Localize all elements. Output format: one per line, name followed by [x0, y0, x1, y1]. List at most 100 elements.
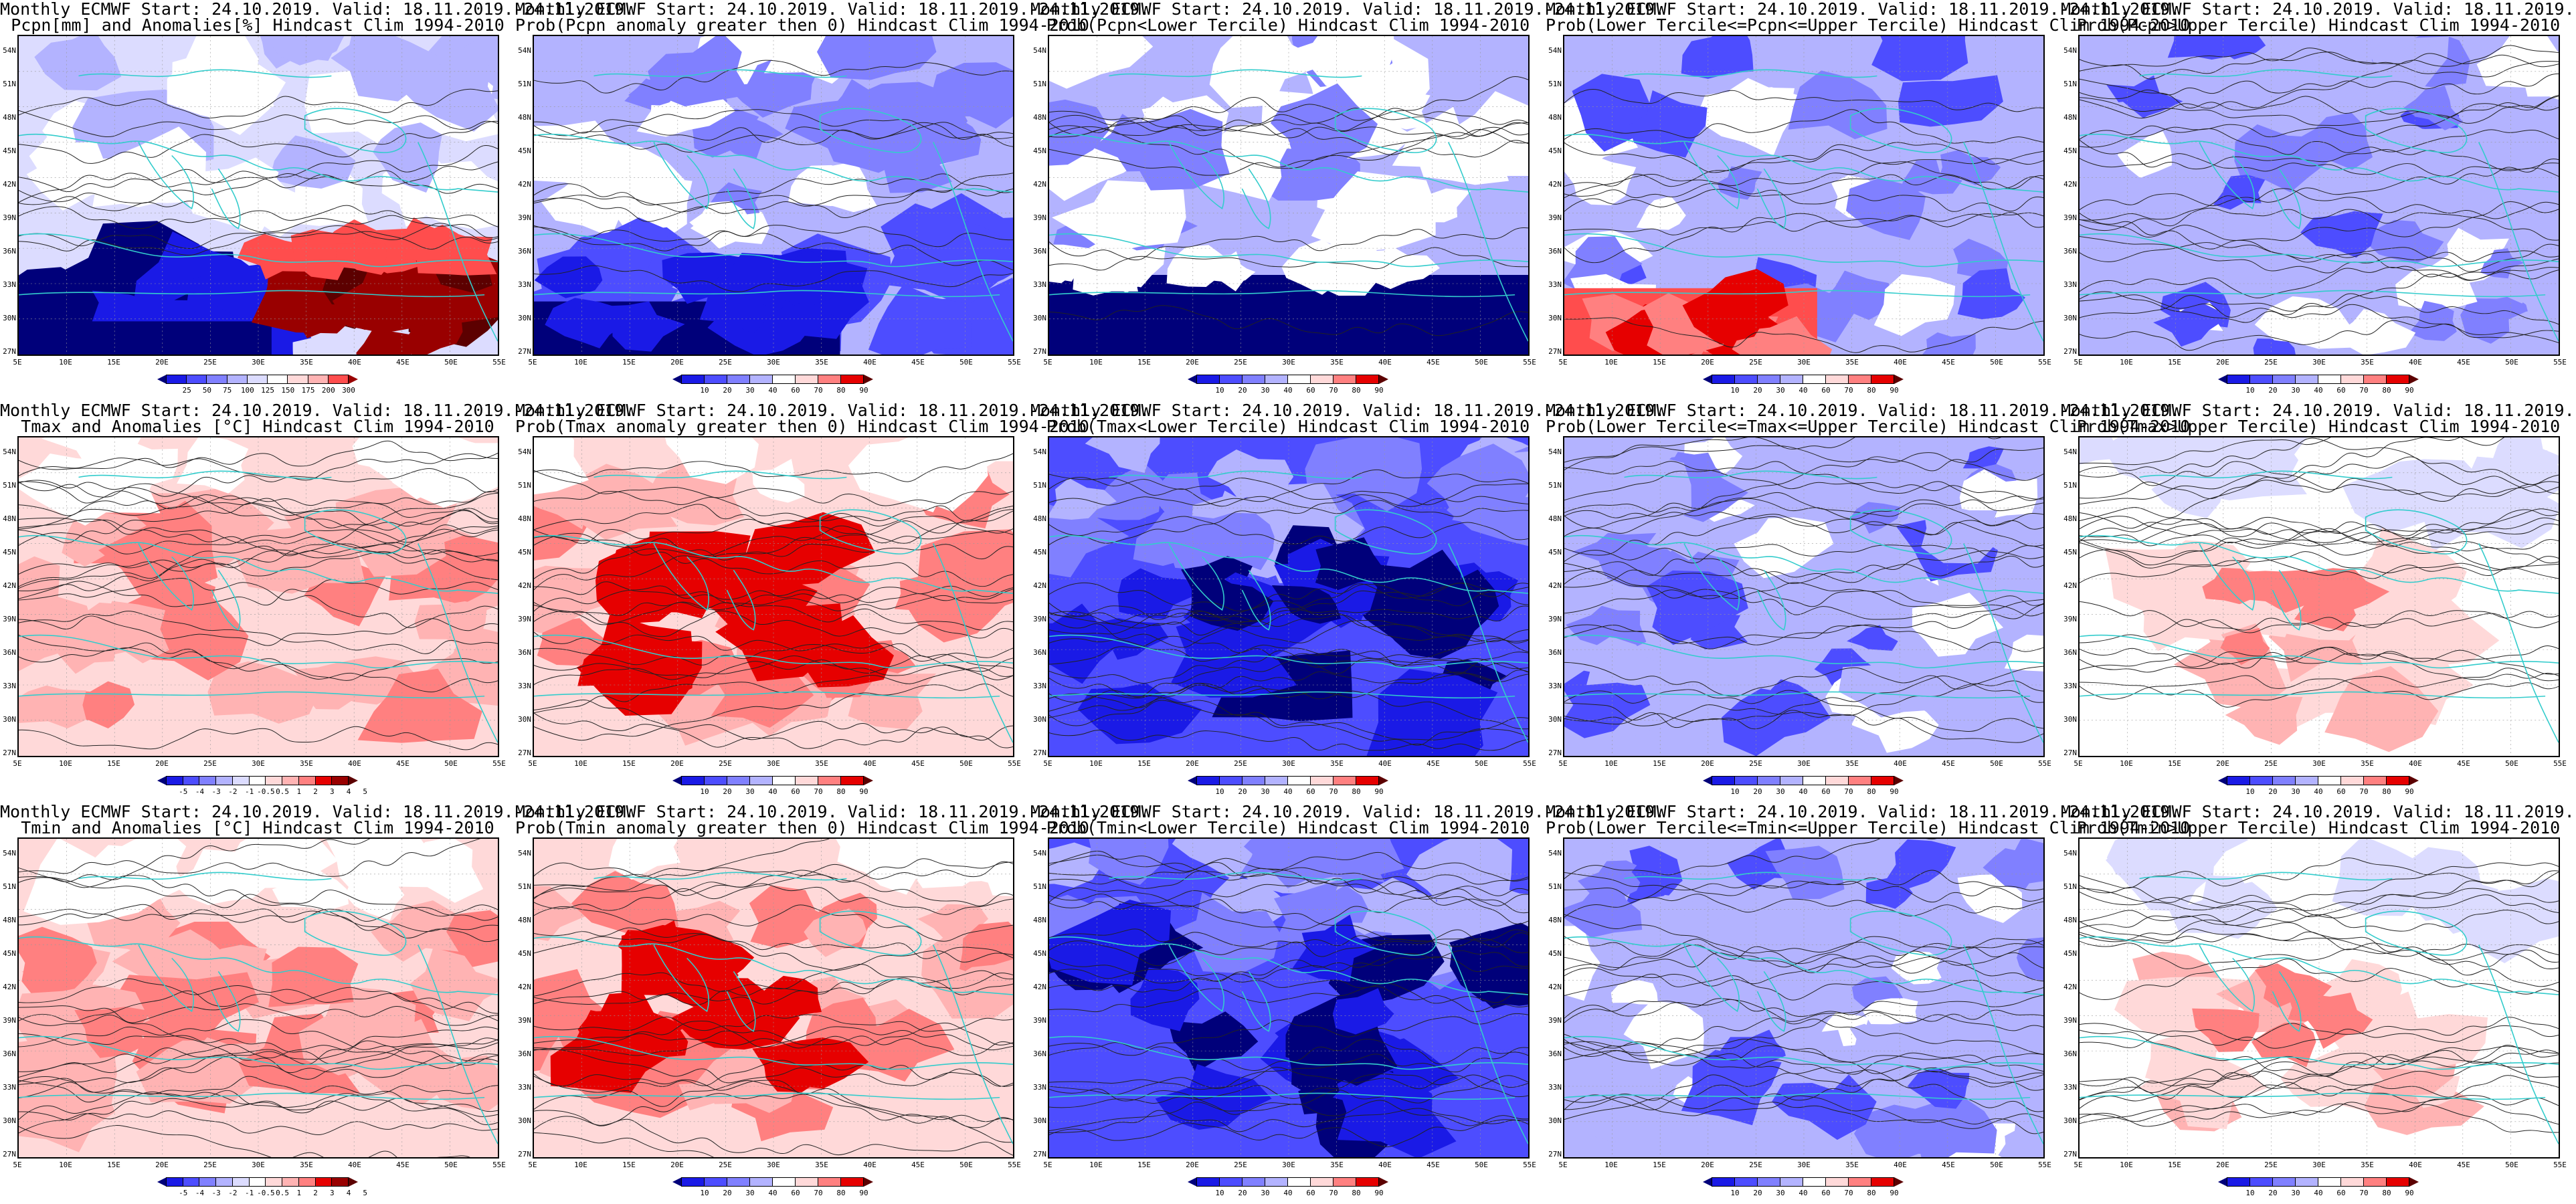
isoline	[1049, 477, 1528, 506]
coastline	[19, 634, 498, 669]
colour-bar-tick-label: 70	[1329, 787, 1338, 796]
latitude-label: 54N	[1548, 849, 1562, 858]
isoline	[534, 543, 1013, 591]
latitude-label: 48N	[1548, 916, 1562, 924]
isoline	[2080, 858, 2559, 889]
colour-bar-swatch	[327, 375, 349, 384]
longitude-label: 45E	[2457, 358, 2470, 367]
isoline	[2080, 45, 2559, 119]
isoline	[534, 658, 1013, 678]
field-patch	[1077, 683, 1202, 744]
isoline	[534, 970, 1013, 1005]
coastline	[19, 290, 485, 298]
longitude-label: 55E	[1008, 358, 1021, 367]
colour-bar-end-arrow	[1188, 375, 1197, 384]
coastline	[2365, 509, 2468, 555]
isoline	[1049, 305, 1528, 336]
coastline	[1109, 872, 1362, 881]
field-patch	[2347, 991, 2440, 1069]
field-patch	[1311, 171, 1436, 253]
latitude-label: 30N	[1548, 314, 1562, 322]
longitude-label: 25E	[1749, 1161, 1762, 1169]
coastline	[1849, 910, 1952, 956]
colour-bar-tick-label: -1	[245, 787, 254, 796]
colour-bar-tick-label: 70	[2359, 386, 2369, 395]
colour-bar-tick-label: 20	[2268, 787, 2278, 796]
field-patch	[2480, 248, 2524, 279]
longitude-label: 30E	[1797, 759, 1811, 768]
longitude-label: 55E	[2553, 1161, 2567, 1169]
latitude-label: 39N	[3, 1016, 16, 1025]
longitude-label: 35E	[1330, 1161, 1344, 1169]
colour-bar-swatch	[1287, 776, 1311, 785]
isoline	[1049, 474, 1528, 517]
coastline	[1447, 944, 1528, 1144]
field-patch	[2170, 839, 2249, 867]
longitude-label: 35E	[1330, 759, 1344, 768]
latitude-label: 30N	[1548, 715, 1562, 724]
latitude-label: 39N	[2063, 1016, 2077, 1025]
field-patch	[177, 437, 249, 494]
coastline	[1564, 133, 2043, 193]
colour-bar	[672, 1177, 873, 1187]
coastline	[1049, 691, 1515, 699]
colour-bar-swatch	[749, 1177, 773, 1187]
colour-bar-tick-label: 30	[745, 1189, 755, 1197]
isoline	[19, 481, 498, 528]
colour-bar-swatch	[2318, 776, 2341, 785]
colour-bar-swatch	[166, 375, 187, 384]
longitude-label: 35E	[300, 759, 313, 768]
longitude-label: 10E	[2120, 759, 2133, 768]
longitude-label: 40E	[1378, 358, 1392, 367]
latitude-label: 36N	[3, 247, 16, 256]
colour-bar-tick-label: -4	[195, 787, 205, 796]
latitude-label: 33N	[3, 280, 16, 289]
coastline	[534, 133, 1013, 193]
isoline	[1564, 212, 2043, 263]
colour-bar-swatch	[818, 1177, 841, 1187]
colour-bar	[2218, 375, 2419, 384]
isoline	[1564, 212, 2043, 235]
coastline	[1049, 1092, 1515, 1100]
coastline	[1564, 534, 2043, 594]
latitude-label: 30N	[1548, 1116, 1562, 1125]
isoline	[19, 978, 498, 1014]
colour-bar-swatch	[727, 776, 750, 785]
latitude-label: 54N	[518, 46, 531, 55]
colour-bar-tick-label: 80	[2382, 386, 2391, 395]
map-field-svg	[19, 36, 498, 355]
field-patch	[2235, 146, 2284, 182]
coastline	[138, 944, 194, 1013]
longitude-label: 10E	[2120, 358, 2133, 367]
colour-bar-swatch	[166, 776, 183, 785]
latitude-label: 51N	[3, 80, 16, 88]
latitude-label: 54N	[2063, 447, 2077, 456]
field-patch	[628, 78, 676, 106]
longitude-label: 10E	[1089, 759, 1103, 768]
field-patch	[1195, 839, 1261, 862]
latitude-label: 42N	[2063, 983, 2077, 991]
colour-bar-tick-label: 10	[2245, 1189, 2255, 1197]
coastline	[1049, 1035, 1528, 1070]
field-patch	[2082, 102, 2159, 154]
longitude-label: 10E	[1604, 759, 1618, 768]
latitude-label: 27N	[1033, 1150, 1046, 1159]
longitude-label: 20E	[2216, 358, 2229, 367]
longitude-label: 10E	[574, 1161, 587, 1169]
colour-bar-tick-label: 30	[745, 386, 755, 395]
latitude-label: 45N	[1033, 548, 1046, 557]
longitude-label: 55E	[1523, 759, 1536, 768]
colour-bar-tick-label: 100	[240, 386, 254, 395]
isoline	[2080, 478, 2559, 521]
coastline	[1334, 509, 1437, 555]
isoline	[534, 684, 1013, 740]
isoline	[2080, 159, 2559, 211]
coastline	[1624, 470, 1877, 480]
isoline	[19, 1043, 498, 1078]
colour-bar-tick-label: 90	[2405, 787, 2414, 796]
colour-bar-tick-label: 90	[1374, 1189, 1384, 1197]
isoline	[2080, 862, 2559, 904]
isoline	[534, 1060, 1013, 1093]
colour-bar	[672, 776, 873, 785]
isoline	[534, 60, 1013, 94]
